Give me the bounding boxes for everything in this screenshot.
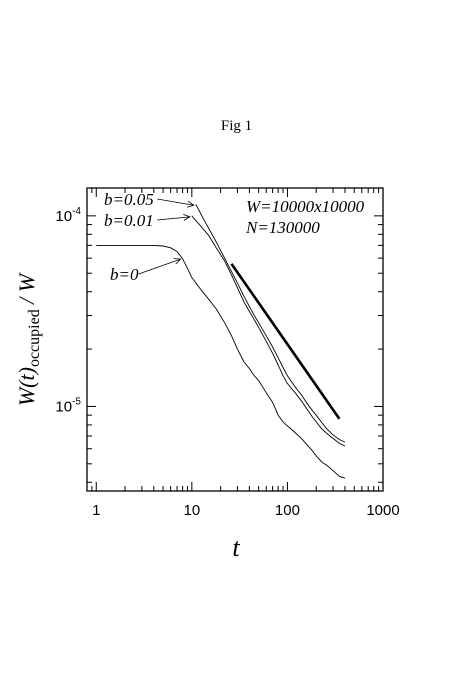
param-w: W=10000x10000 (246, 197, 365, 216)
y-tick-label: 10-4 (55, 206, 81, 225)
y-axis-title-rest: / W (14, 272, 39, 309)
x-tick-label: 1000 (366, 502, 399, 519)
annotation-arrow-head (186, 200, 195, 208)
annotation-arrow-line (157, 216, 190, 221)
annotation-label: b=0.05 (104, 190, 154, 209)
annotation-label: b=0.01 (104, 211, 154, 230)
chart-marks (96, 204, 346, 479)
series-line-b-0 (96, 244, 346, 479)
plot-frame (86, 187, 384, 492)
annotation-arrow-head (183, 214, 191, 221)
y-axis-title: W(t)occupied / W (14, 272, 43, 406)
x-tick-label: 100 (275, 502, 300, 519)
x-tick-label: 10 (183, 502, 200, 519)
series-line-b-0-01 (191, 215, 346, 447)
axis-ticks: 1 10 100 1000 10-5 10-4 (55, 188, 400, 519)
reference-slope-line (230, 263, 341, 420)
y-axis-title-main: W(t) (14, 367, 39, 406)
y-axis-title-sub: occupied (26, 309, 43, 367)
annotation-label: b=0 (110, 265, 139, 284)
x-axis-title: t (232, 533, 240, 562)
series-line-b-0-05 (195, 204, 346, 443)
annotations: b=0.05 b=0.01 b=0 (104, 190, 195, 284)
y-tick-label: 10-5 (55, 396, 81, 415)
annotation-arrow-head (173, 257, 182, 265)
annotation-arrow-line (157, 198, 194, 206)
figure-title: Fig 1 (220, 118, 253, 134)
annotation-arrow-line (138, 258, 181, 275)
x-tick-label: 1 (92, 502, 100, 519)
param-n: N=130000 (245, 218, 320, 237)
